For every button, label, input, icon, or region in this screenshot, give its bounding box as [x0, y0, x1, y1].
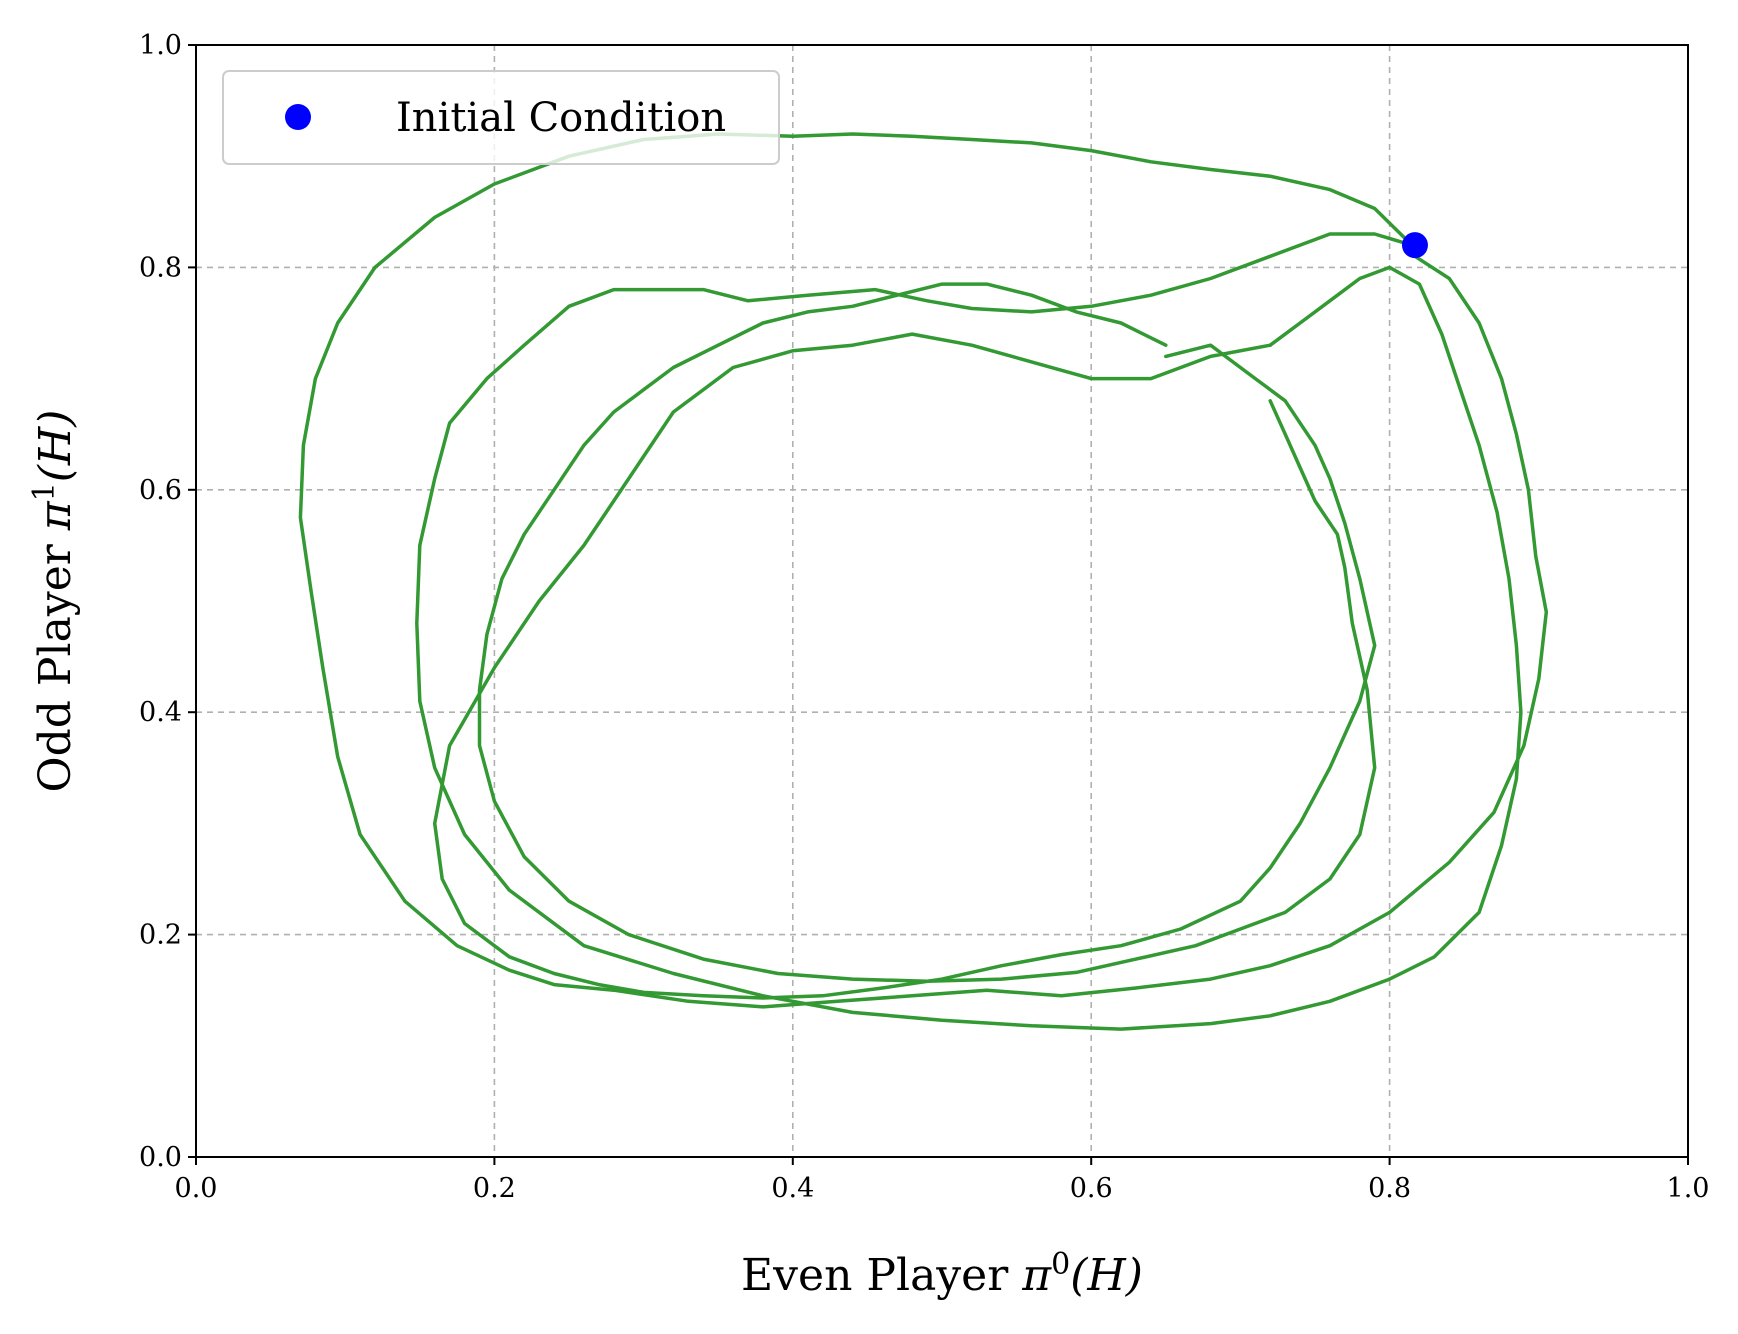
x-tick-label: 1.0 [1667, 1173, 1710, 1204]
y-tick-label: 0.2 [139, 920, 182, 951]
y-axis-label-symbol: π [30, 500, 81, 531]
legend-box [222, 70, 780, 165]
legend-marker-initial-condition [285, 104, 311, 130]
ticks: 0.0 0.2 0.4 0.6 0.8 1.0 0.0 0.2 0.4 0.6 0.8 1.0 [139, 30, 1709, 1204]
x-axis-label-symbol: π [1021, 1250, 1052, 1301]
y-axis-label-text: Odd Player [30, 530, 81, 792]
marker-layer [1401, 232, 1428, 259]
trajectory-line [477, 282, 1377, 984]
x-tick-label: 0.4 [771, 1173, 814, 1204]
y-tick-label: 1.0 [139, 30, 182, 61]
trajectory-line [298, 132, 1549, 1009]
plot-area-frame [195, 44, 1689, 1158]
y-axis-label-sup: 1 [27, 482, 62, 501]
initial-condition-point [1401, 232, 1428, 259]
legend: Initial Condition [222, 70, 780, 165]
x-tick-label: 0.2 [473, 1173, 516, 1204]
legend-label-initial-condition: Initial Condition [396, 95, 726, 141]
x-axis-label-text: Even Player [741, 1250, 1022, 1301]
trajectory-line [432, 332, 1377, 1000]
grid [196, 45, 1688, 1157]
x-axis-label-sup: 0 [1051, 1247, 1070, 1282]
y-axis-label: Odd Player π1(H) [27, 410, 81, 793]
x-tick-label: 0.8 [1368, 1173, 1411, 1204]
series-layer [298, 132, 1549, 1031]
y-tick-label: 0.4 [139, 697, 182, 728]
x-axis-label-arg: (H) [1070, 1250, 1143, 1301]
trajectory-line [415, 232, 1523, 1031]
y-tick-label: 0.6 [139, 475, 182, 506]
x-tick-label: 0.6 [1070, 1173, 1113, 1204]
x-tick-label: 0.0 [175, 1173, 218, 1204]
y-axis-label-arg: (H) [30, 410, 81, 483]
y-tick-label: 0.8 [139, 252, 182, 283]
y-tick-label: 0.0 [139, 1142, 182, 1173]
x-axis-label: Even Player π0(H) [741, 1247, 1143, 1301]
